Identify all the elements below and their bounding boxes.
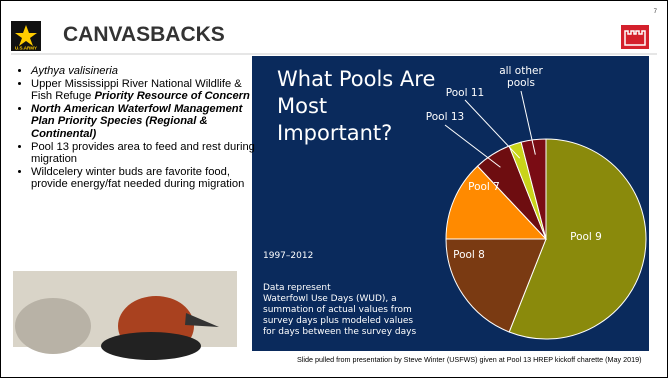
slice-label: Pool 7 [468,181,500,193]
chart-period: 1997–2012 [263,251,314,261]
chart-note: for days between the survey days [263,327,417,337]
slice-label: Pool 11 [445,87,485,99]
slice-label: all other pools [499,65,543,89]
chart-title: What Pools Are [277,67,436,91]
bullet-list: Aythya valisineriaUpper Mississippi Rive… [15,65,257,191]
pie-slice [520,138,547,240]
slice-label: Pool 13 [425,111,465,123]
caption: Slide pulled from presentation by Steve … [297,355,642,364]
chart-note: survey days plus modeled values [263,316,414,326]
chart-title: Most [277,94,328,118]
pie-slice [445,238,547,333]
castle-shape [624,30,646,46]
chart-title: Important? [277,121,393,145]
leader-line [444,124,501,168]
bullet: Upper Mississippi River National Wildlif… [31,78,257,103]
chart-note: Waterfowl Use Days (WUD), a [263,294,397,304]
bullet: Aythya valisineria [31,65,257,78]
bullet-text: Aythya valisineria [31,65,118,77]
pie-slice [445,165,548,240]
pie-slice [508,138,647,340]
bullet: Wildcelery winter buds are favorite food… [31,166,257,191]
bullet-text: Upper Mississippi River National Wildlif… [31,77,242,103]
chart-note: summation of actual values from [263,305,412,315]
duck-photo-shape [15,298,91,354]
bullet-text: North American Waterfowl Management Plan… [31,102,243,140]
bullet-text: Pool 13 provides area to feed and rest d… [31,140,255,166]
bullet-text: Wildcelery winter buds are favorite food… [31,165,245,191]
logo-text: U.S.ARMY [15,46,37,51]
slide-number: 7 [653,9,657,15]
chart-note: Data represent [263,283,331,293]
duck-photo-shape [185,313,219,327]
army-star [15,25,37,46]
leader-line [520,90,536,155]
slice-label: Pool 8 [453,249,485,261]
bullet: North American Waterfowl Management Plan… [31,103,257,141]
slide-title: CANVASBACKS [63,23,225,46]
bullet-text: Priority Resource of Concern [94,90,250,103]
leader-line [464,99,521,159]
slice-label: Pool 9 [570,231,602,243]
pie [444,90,647,340]
bullet: Pool 13 provides area to feed and rest d… [31,141,257,166]
duck-photo-shape [101,332,201,360]
